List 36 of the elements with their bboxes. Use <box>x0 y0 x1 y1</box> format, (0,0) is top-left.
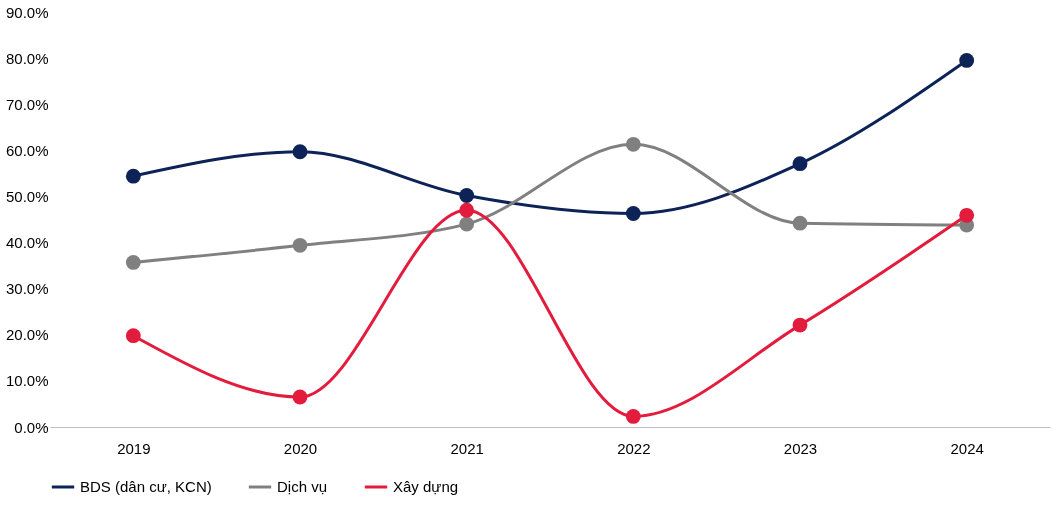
x-tick-label: 2024 <box>950 439 984 457</box>
y-tick-label: 80.0% <box>5 49 49 67</box>
y-tick-label: 50.0% <box>5 187 49 205</box>
point <box>959 53 975 68</box>
point <box>292 389 308 405</box>
legend-label: BDS (dân cư, KCN) <box>80 478 212 495</box>
point <box>459 216 475 232</box>
point <box>959 207 975 223</box>
point <box>792 317 808 333</box>
point <box>625 136 641 152</box>
point <box>459 202 475 218</box>
y-tick-label: 10.0% <box>5 372 49 390</box>
point <box>459 188 475 203</box>
point <box>625 408 641 424</box>
point <box>125 328 141 344</box>
y-tick-label: 30.0% <box>5 280 49 298</box>
legend-label: Xây dựng <box>393 478 459 495</box>
x-tick-label: 2020 <box>283 439 318 457</box>
point <box>125 254 141 270</box>
y-tick-label: 40.0% <box>5 234 49 252</box>
y-tick-label: 0.0% <box>14 418 49 436</box>
y-tick-label: 70.0% <box>5 95 49 113</box>
point <box>792 215 808 231</box>
y-tick-label: 90.0% <box>5 3 49 21</box>
x-tick-label: 2023 <box>783 439 818 457</box>
x-tick-label: 2021 <box>450 439 484 457</box>
point <box>625 206 641 221</box>
point <box>792 156 808 172</box>
x-tick-label: 2022 <box>617 439 651 457</box>
x-tick-label: 2019 <box>117 439 151 457</box>
y-tick-label: 20.0% <box>5 326 49 344</box>
y-tick-label: 60.0% <box>5 141 49 159</box>
point <box>292 144 308 160</box>
legend-label: Dịch vụ <box>277 478 328 495</box>
point <box>125 168 141 184</box>
point <box>292 237 308 253</box>
